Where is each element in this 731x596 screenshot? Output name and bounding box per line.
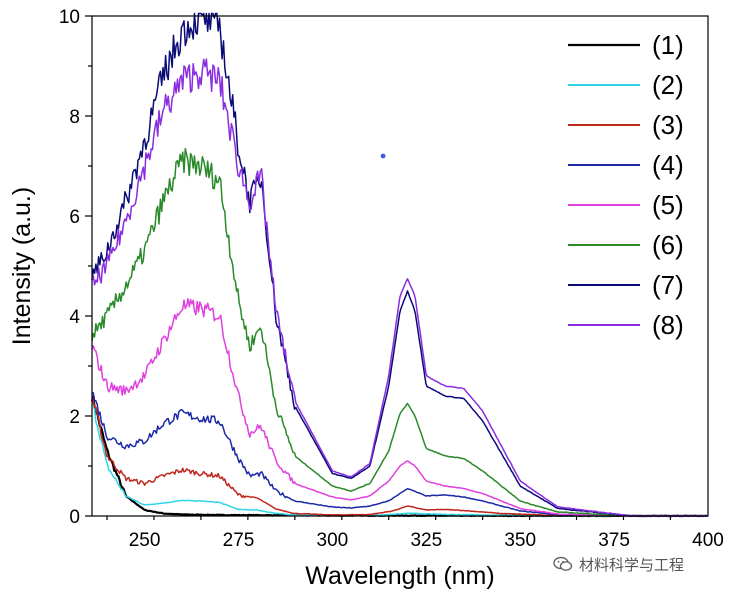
watermark: 材料科学与工程 [553,553,684,575]
x-tick-label: 300 [317,530,349,551]
x-tick-label: 375 [598,530,630,551]
plot-frame [91,15,709,517]
y-tick-label: 2 [69,407,80,428]
y-tick-label: 0 [69,507,80,528]
y-tick-label: 4 [69,307,80,328]
x-tick-label: 275 [223,530,255,551]
legend-label: (6) [652,230,684,260]
legend-label: (3) [652,110,684,140]
y-axis: 0 2 4 6 8 10 [59,7,92,528]
legend-label: (1) [652,30,684,60]
series-line-7 [91,12,708,517]
wechat-icon [553,556,573,571]
legend-label: (4) [652,150,684,180]
series-line-2 [91,400,708,517]
x-tick-label: 350 [504,530,536,551]
legend: (1) (2) (3) (4) (5) (6) (7) (8) [568,30,684,340]
legend-label: (2) [652,70,684,100]
series-line-8 [91,58,708,517]
y-tick-label: 10 [59,7,80,28]
x-tick-label: 250 [129,530,161,551]
legend-label: (8) [652,310,684,340]
x-tick-label: 400 [692,530,724,551]
series-line-5 [91,298,708,517]
stray-marker [380,153,386,159]
series-line-6 [91,147,708,517]
legend-label: (7) [652,270,684,300]
series-line-4 [91,391,708,517]
watermark-text: 材料科学与工程 [579,555,685,574]
x-tick-label: 325 [410,530,442,551]
y-tick-label: 6 [69,207,80,228]
series-layer [90,12,708,518]
y-axis-title: Intensity (a.u.) [8,187,36,345]
legend-label: (5) [652,190,684,220]
x-axis-title: Wavelength (nm) [305,562,494,590]
annotation-layer [380,153,386,159]
y-tick-label: 8 [69,107,80,128]
x-axis: 250 275 300 325 350 375 400 [106,516,724,551]
